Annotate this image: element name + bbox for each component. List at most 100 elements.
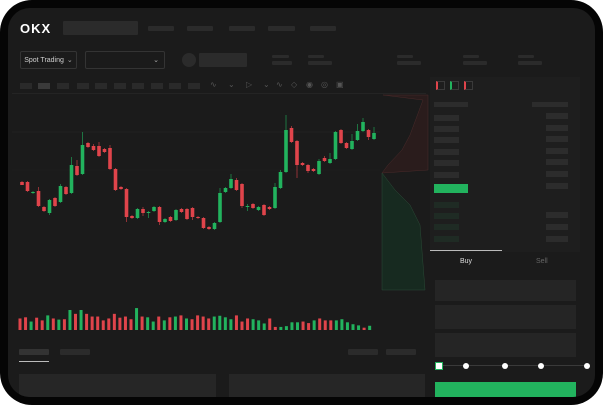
search-bar[interactable] <box>63 21 138 35</box>
price-input[interactable] <box>435 280 576 301</box>
ask-row <box>434 149 459 155</box>
volume-bar <box>129 319 133 330</box>
candle-body <box>278 172 283 188</box>
slider-mark-25[interactable] <box>463 363 469 369</box>
candle-body <box>179 209 184 212</box>
candle-body <box>124 189 129 217</box>
volume-bar <box>135 308 139 330</box>
candle-body <box>75 166 79 175</box>
tab-buy[interactable]: Buy <box>460 258 473 265</box>
volume-bar <box>368 325 372 330</box>
candle-body <box>47 200 52 213</box>
amount-slider-handle[interactable] <box>435 362 443 370</box>
nav-item[interactable] <box>310 26 336 31</box>
volume-bar <box>362 327 366 330</box>
bid-depth-area <box>381 172 426 291</box>
candle-body <box>229 179 233 188</box>
book-bids-icon[interactable] <box>450 81 459 90</box>
volume-bar <box>18 318 22 330</box>
volume-bar <box>312 320 316 330</box>
filter-button[interactable] <box>348 349 378 355</box>
stat-value <box>518 61 542 65</box>
volume-bar <box>246 318 250 330</box>
draw-icon[interactable]: ▷ <box>246 80 253 89</box>
volume-bar <box>351 324 355 330</box>
nav-item[interactable] <box>187 26 213 31</box>
price-chart[interactable] <box>8 8 595 397</box>
tab-sell[interactable]: Sell <box>536 258 548 265</box>
amount-input[interactable] <box>435 305 576 329</box>
nav-item[interactable] <box>229 26 255 31</box>
timeframe-button[interactable] <box>188 83 200 89</box>
timeframe-button[interactable] <box>20 83 32 89</box>
volume-bar <box>101 320 105 330</box>
candle-body <box>289 128 294 142</box>
candle-body <box>20 182 24 185</box>
chevron-down-icon[interactable]: ⌄ <box>263 80 270 89</box>
stat-label <box>397 55 413 58</box>
book-both-icon[interactable] <box>436 81 445 90</box>
timeframe-button[interactable] <box>57 83 69 89</box>
slider-mark-50[interactable] <box>502 363 508 369</box>
nav-item[interactable] <box>148 26 174 31</box>
orderbook-row <box>546 212 568 218</box>
candle-body <box>361 122 365 131</box>
candle-body <box>157 207 162 222</box>
candle-body <box>97 146 101 156</box>
volume-bar <box>74 313 77 330</box>
total-input[interactable] <box>435 333 576 357</box>
candle-body <box>311 169 316 171</box>
candle-body <box>201 218 206 228</box>
volume-bar <box>223 317 227 330</box>
candle-body <box>53 198 57 206</box>
market-dropdown[interactable]: Spot Trading ⌄ <box>20 51 77 69</box>
buy-button[interactable] <box>435 382 576 397</box>
chevron-down-icon[interactable]: ⌄ <box>228 80 235 89</box>
bid-row <box>434 224 459 230</box>
ruler-icon[interactable]: ◇ <box>291 80 298 89</box>
volume-bar <box>273 326 277 330</box>
volume-bar <box>79 310 83 330</box>
orderbook-row <box>546 224 568 230</box>
stat-label <box>463 55 479 58</box>
wave-icon[interactable]: ∿ <box>276 80 283 89</box>
tab-order-history[interactable] <box>60 349 90 355</box>
book-asks-icon[interactable] <box>464 81 473 90</box>
candle-body <box>152 207 156 211</box>
stat-value <box>463 61 487 65</box>
stat-value <box>397 61 421 65</box>
candle-body <box>306 165 310 171</box>
volume-bar <box>334 320 338 330</box>
candle-body <box>317 161 321 174</box>
slider-mark-100[interactable] <box>584 363 590 369</box>
indicators-icon[interactable]: ∿ <box>210 80 217 89</box>
candle-body <box>322 158 327 161</box>
app-screen: OKX Spot Trading ⌄ ⌄ ∿ ⌄ ▷ ⌄ ∿ ◇ ◉ ◎ ▣ Bu… <box>8 8 595 397</box>
pair-dropdown[interactable]: ⌄ <box>85 51 165 69</box>
filter-button[interactable] <box>386 349 416 355</box>
amount-slider-track[interactable] <box>438 365 588 366</box>
settings-icon[interactable]: ◎ <box>321 80 328 89</box>
slider-mark-75[interactable] <box>538 363 544 369</box>
nav-item[interactable] <box>268 26 295 31</box>
tab-open-orders[interactable] <box>19 349 49 355</box>
ask-row <box>434 137 459 143</box>
candle-body <box>262 205 266 215</box>
timeframe-button[interactable] <box>114 83 126 89</box>
candle-body <box>245 206 250 207</box>
ask-row <box>434 115 459 121</box>
volume-bar <box>46 315 50 330</box>
candle-body <box>146 212 151 213</box>
timeframe-button[interactable] <box>151 83 163 89</box>
timeframe-button[interactable] <box>132 83 144 89</box>
candle-body <box>267 207 272 209</box>
volume-bar <box>257 320 261 330</box>
timeframe-button[interactable] <box>95 83 107 89</box>
volume-bar <box>196 315 200 330</box>
fullscreen-icon[interactable]: ▣ <box>336 80 344 89</box>
timeframe-button[interactable] <box>77 83 89 89</box>
camera-icon[interactable]: ◉ <box>306 80 313 89</box>
timeframe-button[interactable] <box>169 83 181 89</box>
volume-bar <box>51 318 55 330</box>
timeframe-button-active[interactable] <box>38 83 50 89</box>
